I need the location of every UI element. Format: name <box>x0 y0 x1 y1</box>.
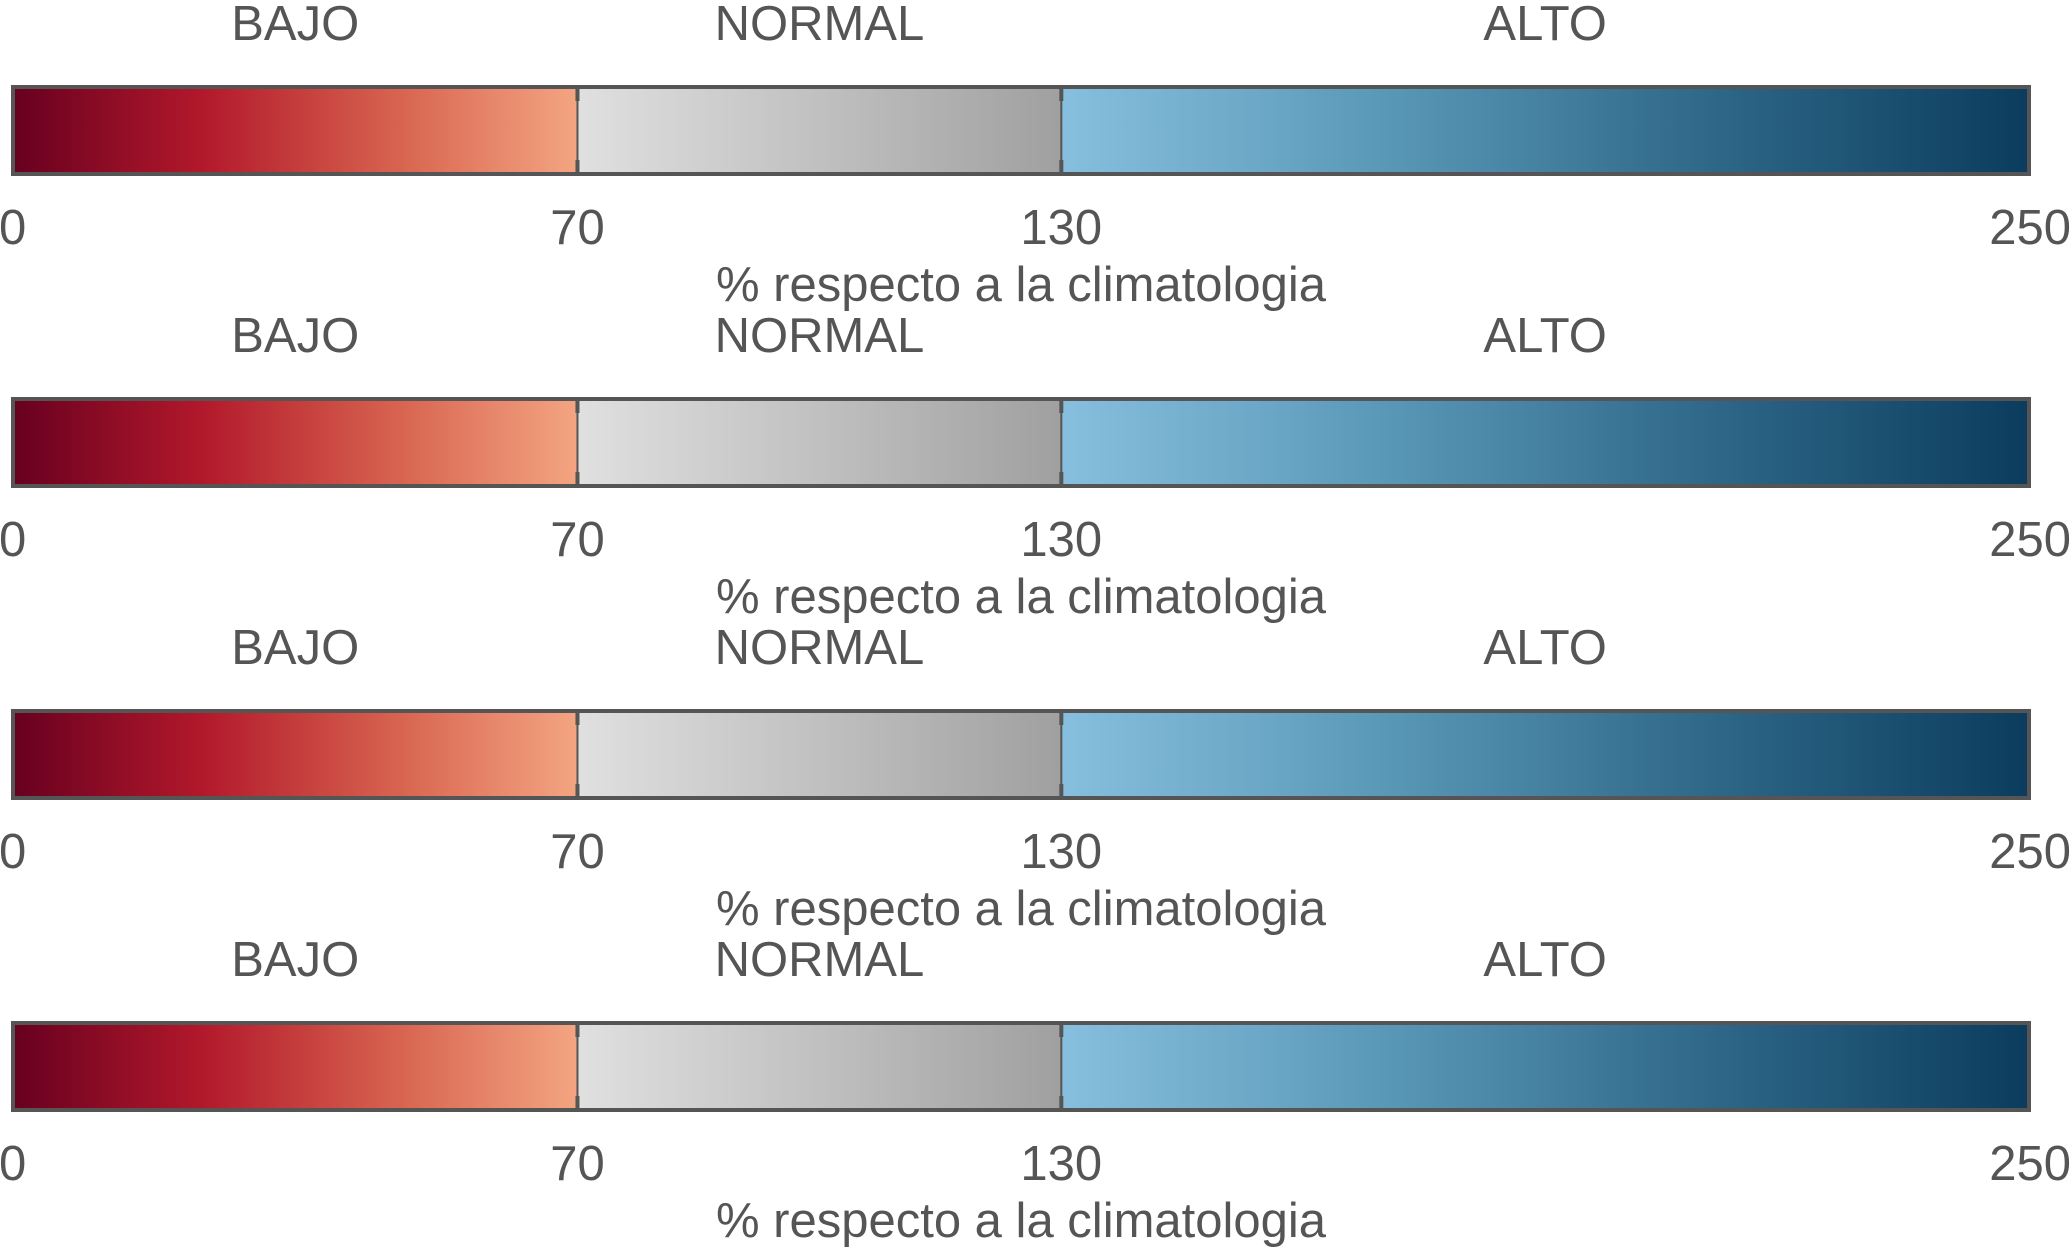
color-segment-normal <box>577 87 1062 174</box>
tick-label: 70 <box>550 513 605 567</box>
category-label-normal: NORMAL <box>715 0 925 51</box>
colorbar-frame <box>11 85 2031 176</box>
category-label-normal: NORMAL <box>715 309 925 363</box>
category-label-bajo: BAJO <box>231 0 359 51</box>
x-axis-label: % respecto a la climatologia <box>716 882 1327 936</box>
tick-label: 250 <box>1989 825 2071 879</box>
tick-label: 0 <box>0 513 26 567</box>
color-segment-bajo <box>13 87 578 174</box>
color-segment-alto <box>1061 399 2029 486</box>
colorbar-panel-4: BAJO NORMAL ALTO 0 70 130 250 % respecto a la c… <box>0 933 2071 1248</box>
x-axis-label: % respecto a la climatologia <box>716 258 1327 312</box>
color-segment-alto <box>1061 87 2029 174</box>
color-segment-normal <box>577 1023 1062 1110</box>
category-label-alto: ALTO <box>1483 621 1606 675</box>
tick-label: 0 <box>0 825 26 879</box>
color-segment-bajo <box>13 711 578 798</box>
colorbar-frame <box>11 397 2031 488</box>
tick-label: 250 <box>1989 513 2071 567</box>
tick-label: 130 <box>1020 201 1102 255</box>
category-label-bajo: BAJO <box>231 309 359 363</box>
color-segment-normal <box>577 399 1062 486</box>
colorbar-frame <box>11 1021 2031 1112</box>
tick-label: 70 <box>550 201 605 255</box>
colorbar-panel-2: BAJO NORMAL ALTO 0 70 130 250 % respecto a la c… <box>0 309 2071 624</box>
x-axis-label: % respecto a la climatologia <box>716 1194 1327 1248</box>
color-segment-normal <box>577 711 1062 798</box>
tick-label: 250 <box>1989 201 2071 255</box>
tick-label: 0 <box>0 1137 26 1191</box>
category-label-alto: ALTO <box>1483 933 1606 987</box>
color-segment-bajo <box>13 399 578 486</box>
tick-label: 0 <box>0 201 26 255</box>
tick-label: 130 <box>1020 825 1102 879</box>
colorbar-frame <box>11 709 2031 800</box>
colorbar-panel-1: BAJO NORMAL ALTO 0 70 130 250 % respecto a la c… <box>0 0 2071 312</box>
category-label-bajo: BAJO <box>231 933 359 987</box>
color-segment-alto <box>1061 1023 2029 1110</box>
category-label-alto: ALTO <box>1483 309 1606 363</box>
color-segment-bajo <box>13 1023 578 1110</box>
tick-label: 130 <box>1020 1137 1102 1191</box>
category-label-alto: ALTO <box>1483 0 1606 51</box>
tick-label: 250 <box>1989 1137 2071 1191</box>
x-axis-label: % respecto a la climatologia <box>716 570 1327 624</box>
tick-label: 70 <box>550 1137 605 1191</box>
tick-label: 130 <box>1020 513 1102 567</box>
tick-label: 70 <box>550 825 605 879</box>
color-segment-alto <box>1061 711 2029 798</box>
category-label-normal: NORMAL <box>715 933 925 987</box>
category-label-bajo: BAJO <box>231 621 359 675</box>
colorbar-panel-3: BAJO NORMAL ALTO 0 70 130 250 % respecto a la c… <box>0 621 2071 936</box>
category-label-normal: NORMAL <box>715 621 925 675</box>
